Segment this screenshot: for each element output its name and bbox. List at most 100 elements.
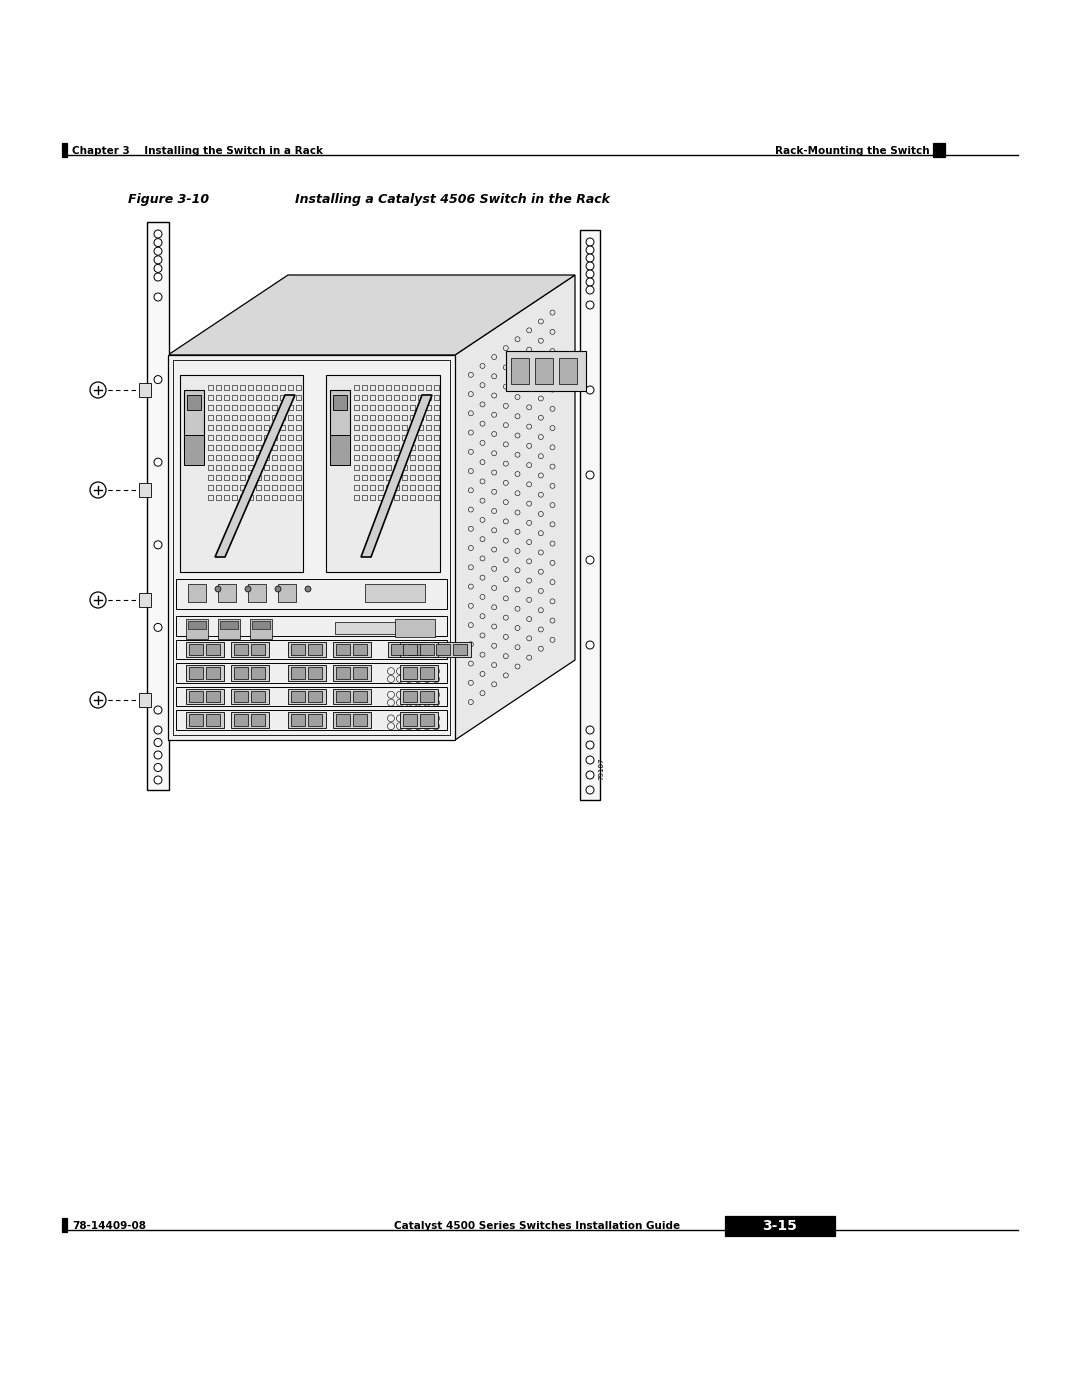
Bar (434, 395, 438, 400)
Bar (240, 455, 245, 460)
Bar (256, 415, 261, 420)
Text: Catalyst 4500 Series Switches Installation Guide: Catalyst 4500 Series Switches Installati… (394, 1221, 680, 1231)
Bar (335, 622, 426, 634)
Bar (264, 475, 269, 481)
Bar (232, 386, 237, 390)
Bar (176, 578, 447, 609)
Bar (420, 644, 434, 655)
Circle shape (154, 726, 162, 733)
Bar (410, 485, 415, 490)
Bar (288, 665, 326, 680)
Circle shape (154, 739, 162, 746)
Bar (434, 446, 438, 450)
Bar (378, 386, 383, 390)
Bar (176, 687, 447, 707)
Bar (280, 386, 285, 390)
Bar (403, 714, 417, 726)
Bar (434, 405, 438, 409)
Bar (272, 425, 276, 430)
Bar (388, 641, 426, 657)
Bar (288, 689, 326, 704)
Bar (224, 485, 229, 490)
Bar (402, 434, 407, 440)
Bar (288, 434, 293, 440)
Bar (418, 425, 423, 430)
Bar (231, 665, 269, 680)
Bar (206, 714, 220, 726)
Bar (224, 475, 229, 481)
Bar (386, 475, 391, 481)
Bar (296, 455, 301, 460)
Bar (378, 495, 383, 500)
Bar (234, 690, 248, 703)
Circle shape (586, 254, 594, 263)
Bar (256, 386, 261, 390)
Bar (296, 415, 301, 420)
Bar (333, 395, 347, 409)
Bar (403, 644, 417, 655)
Bar (433, 641, 471, 657)
Bar (288, 475, 293, 481)
Bar (410, 386, 415, 390)
Bar (272, 475, 276, 481)
Circle shape (586, 787, 594, 793)
Bar (186, 619, 208, 638)
Bar (378, 425, 383, 430)
Bar (400, 665, 438, 680)
Bar (362, 485, 367, 490)
Bar (386, 434, 391, 440)
Bar (280, 434, 285, 440)
Circle shape (586, 740, 594, 749)
Bar (232, 455, 237, 460)
Bar (378, 465, 383, 469)
Bar (725, 1215, 835, 1236)
Bar (272, 395, 276, 400)
Bar (173, 360, 450, 735)
Bar (272, 465, 276, 469)
Bar (208, 405, 213, 409)
Bar (394, 455, 399, 460)
Bar (370, 446, 375, 450)
Bar (248, 395, 253, 400)
Bar (208, 455, 213, 460)
Text: 78-14409-08: 78-14409-08 (72, 1221, 146, 1231)
Bar (354, 425, 359, 430)
Bar (370, 405, 375, 409)
Bar (370, 465, 375, 469)
Bar (418, 475, 423, 481)
Circle shape (586, 237, 594, 246)
Bar (186, 689, 224, 704)
Bar (296, 446, 301, 450)
Circle shape (154, 541, 162, 549)
Bar (403, 690, 417, 703)
Bar (362, 446, 367, 450)
Bar (208, 425, 213, 430)
Bar (410, 495, 415, 500)
Bar (426, 405, 431, 409)
Bar (418, 405, 423, 409)
Bar (272, 495, 276, 500)
Bar (224, 495, 229, 500)
Bar (333, 689, 372, 704)
Bar (216, 446, 221, 450)
Bar (434, 495, 438, 500)
Bar (426, 425, 431, 430)
Bar (434, 465, 438, 469)
Bar (386, 455, 391, 460)
Bar (410, 434, 415, 440)
Bar (418, 485, 423, 490)
Bar (206, 668, 220, 679)
Bar (288, 415, 293, 420)
Bar (296, 434, 301, 440)
Bar (370, 475, 375, 481)
Bar (272, 485, 276, 490)
Polygon shape (455, 275, 575, 740)
Circle shape (154, 623, 162, 631)
Bar (248, 405, 253, 409)
Bar (264, 485, 269, 490)
Bar (402, 475, 407, 481)
Bar (394, 475, 399, 481)
Bar (288, 465, 293, 469)
Bar (410, 395, 415, 400)
Bar (420, 690, 434, 703)
